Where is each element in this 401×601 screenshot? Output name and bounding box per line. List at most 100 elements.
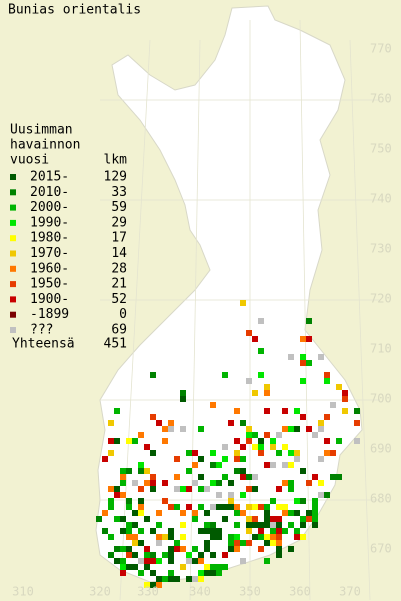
- observation-square: [246, 432, 252, 438]
- observation-square: [138, 468, 144, 474]
- observation-square: [324, 372, 330, 378]
- observation-square: [306, 318, 312, 324]
- observation-square: [240, 492, 246, 498]
- x-grid-label: 360: [289, 585, 311, 599]
- observation-square: [228, 420, 234, 426]
- observation-square: [156, 540, 162, 546]
- observation-square: [174, 456, 180, 462]
- observation-square: [168, 570, 174, 576]
- observation-square: [252, 432, 258, 438]
- observation-square: [300, 354, 306, 360]
- observation-square: [198, 426, 204, 432]
- observation-square: [234, 438, 240, 444]
- observation-square: [300, 360, 306, 366]
- observation-square: [222, 444, 228, 450]
- legend-swatch: [10, 250, 16, 257]
- observation-square: [312, 432, 318, 438]
- observation-square: [336, 384, 342, 390]
- observation-square: [300, 522, 306, 528]
- legend-total-label: Yhteensä: [12, 337, 75, 352]
- observation-square: [312, 474, 318, 480]
- observation-square: [168, 576, 174, 582]
- legend-count: 14: [111, 246, 127, 261]
- observation-square: [270, 498, 276, 504]
- x-grid-label: 370: [339, 585, 361, 599]
- observation-square: [126, 522, 132, 528]
- observation-square: [300, 516, 306, 522]
- observation-square: [114, 486, 120, 492]
- observation-square: [306, 360, 312, 366]
- observation-square: [126, 438, 132, 444]
- observation-square: [246, 426, 252, 432]
- observation-square: [234, 456, 240, 462]
- observation-square: [210, 570, 216, 576]
- legend-swatch: [10, 235, 16, 242]
- observation-square: [138, 462, 144, 468]
- grid-meridians: [119, 19, 371, 601]
- y-grid-label: 740: [370, 192, 392, 206]
- legend-swatch: [10, 174, 16, 180]
- legend-label: 1950-: [30, 277, 69, 292]
- observation-square: [270, 534, 276, 540]
- observation-square: [330, 402, 336, 408]
- observation-square: [162, 480, 168, 486]
- observation-square: [108, 486, 114, 492]
- observation-square: [186, 552, 192, 558]
- legend-label: 2000-: [30, 200, 69, 215]
- x-grid-label: 320: [89, 585, 111, 599]
- observation-square: [210, 480, 216, 486]
- observation-square: [162, 576, 168, 582]
- observation-square: [102, 456, 108, 462]
- observation-square: [336, 438, 342, 444]
- legend-swatch: [10, 327, 16, 333]
- observation-square: [120, 492, 126, 498]
- observation-square: [144, 564, 150, 570]
- legend-column-title: vuosi: [10, 153, 49, 168]
- observation-square: [306, 480, 312, 486]
- observation-square: [288, 462, 294, 468]
- observation-square: [246, 504, 252, 510]
- observation-square: [120, 546, 126, 552]
- observation-square: [270, 438, 276, 444]
- observation-square: [150, 528, 156, 534]
- observation-square: [330, 450, 336, 456]
- observation-square: [198, 576, 204, 582]
- observation-square: [270, 522, 276, 528]
- observation-square: [108, 498, 114, 504]
- observation-square: [246, 528, 252, 534]
- observation-square: [306, 426, 312, 432]
- observation-square: [240, 444, 246, 450]
- observation-square: [144, 444, 150, 450]
- observation-square: [168, 534, 174, 540]
- y-grid-label: 720: [370, 292, 392, 306]
- y-grid-label: 700: [370, 392, 392, 406]
- observation-square: [294, 456, 300, 462]
- observation-square: [270, 516, 276, 522]
- observation-square: [342, 408, 348, 414]
- observation-square: [186, 450, 192, 456]
- observation-square: [276, 540, 282, 546]
- observation-square: [246, 378, 252, 384]
- observation-square: [252, 390, 258, 396]
- observation-square: [276, 546, 282, 552]
- observation-square: [276, 432, 282, 438]
- observation-square: [162, 498, 168, 504]
- legend-label: ???: [30, 323, 53, 338]
- observation-square: [318, 354, 324, 360]
- observation-square: [132, 438, 138, 444]
- observation-square: [210, 528, 216, 534]
- observation-square: [150, 474, 156, 480]
- observation-square: [192, 576, 198, 582]
- observation-square: [282, 462, 288, 468]
- observation-square: [300, 498, 306, 504]
- observation-square: [324, 414, 330, 420]
- observation-square: [108, 504, 114, 510]
- observation-square: [180, 396, 186, 402]
- observation-square: [318, 480, 324, 486]
- observation-square: [252, 522, 258, 528]
- observation-square: [288, 426, 294, 432]
- observation-square: [198, 486, 204, 492]
- observation-square: [264, 504, 270, 510]
- observation-square: [204, 510, 210, 516]
- y-grid-label: 750: [370, 142, 392, 156]
